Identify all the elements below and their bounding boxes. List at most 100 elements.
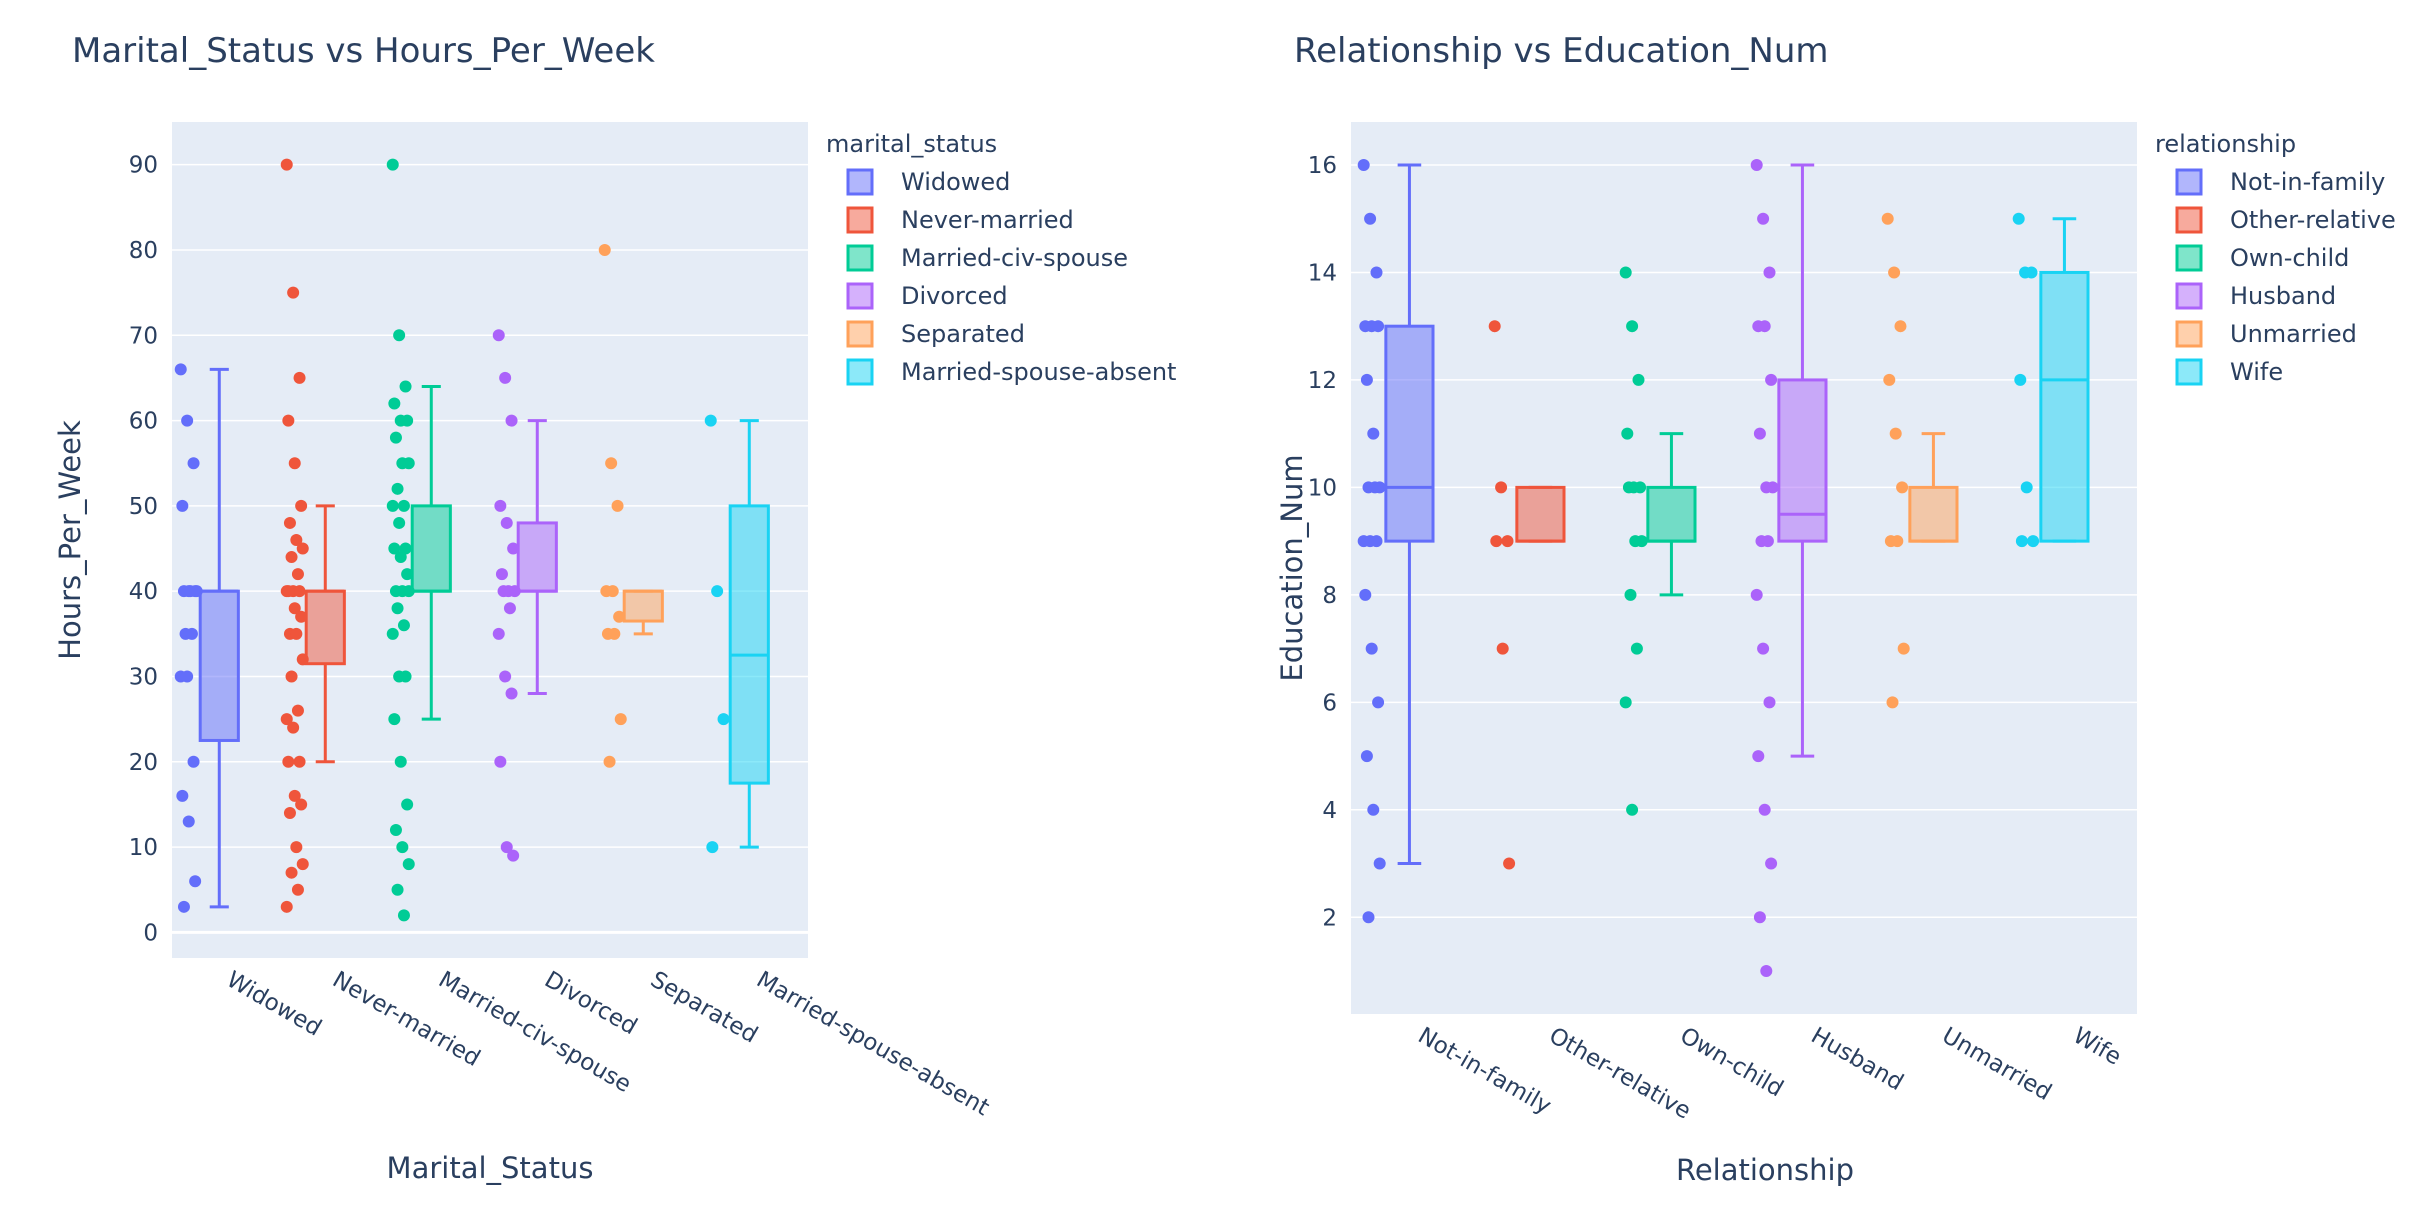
data-point xyxy=(182,815,195,828)
data-point xyxy=(494,499,507,512)
data-point xyxy=(399,380,412,393)
data-point xyxy=(499,371,512,384)
legend-item-label: Unmarried xyxy=(2230,320,2357,348)
box-series xyxy=(1357,158,1435,924)
data-point xyxy=(290,534,303,546)
chart-1: 0 10 20 30 40 50 60 70 80 90 Marital_Status vs Hou… xyxy=(53,31,1176,1185)
data-point xyxy=(393,516,406,529)
legend-item-label: Married-civ-spouse xyxy=(901,244,1128,272)
data-point xyxy=(391,602,404,615)
legend-swatch xyxy=(2175,206,2203,234)
data-point xyxy=(295,798,308,811)
x-axis-title: Relationship xyxy=(1676,1153,1854,1187)
box-series xyxy=(492,329,558,862)
data-point xyxy=(181,414,194,427)
chart-2: 2 4 6 8 10 12 14 16 Relationship vs Education_Nu… xyxy=(1275,31,2396,1187)
data-point xyxy=(287,286,300,299)
data-point xyxy=(1495,481,1508,494)
data-point xyxy=(388,542,401,555)
data-point xyxy=(495,568,508,581)
data-point xyxy=(389,824,402,837)
legend-swatch xyxy=(846,168,874,196)
box-iqr xyxy=(410,504,452,593)
data-point xyxy=(603,755,616,768)
data-point xyxy=(1622,481,1635,494)
data-point xyxy=(1894,320,1907,333)
data-point xyxy=(389,431,402,444)
legend: marital_status Widowed Never-married Marrie… xyxy=(826,130,1176,386)
legend-item-label: Not-in-family xyxy=(2230,168,2385,196)
data-point xyxy=(296,542,309,555)
legend-item-label: Wife xyxy=(2230,358,2283,386)
data-point xyxy=(1753,427,1766,440)
y-tick-label: 50 xyxy=(129,494,158,520)
data-point xyxy=(499,670,512,683)
data-point xyxy=(1626,320,1639,333)
data-point xyxy=(185,627,198,640)
data-point xyxy=(174,363,187,376)
data-point xyxy=(2020,481,2033,494)
x-tick-label: Own-child xyxy=(1676,1023,1788,1103)
legend-swatch xyxy=(2175,282,2203,310)
data-point xyxy=(717,713,730,726)
data-point xyxy=(1752,750,1765,763)
y-tick-label: 10 xyxy=(129,835,158,861)
data-point xyxy=(494,755,507,768)
plot-background xyxy=(172,122,808,958)
data-point xyxy=(1619,266,1632,279)
y-tick-label: 10 xyxy=(1308,475,1337,501)
data-point xyxy=(1496,642,1509,655)
data-point xyxy=(507,542,520,555)
data-point xyxy=(386,158,399,171)
data-point xyxy=(1888,266,1901,279)
data-point xyxy=(1364,212,1377,225)
y-tick-label: 80 xyxy=(129,238,158,264)
data-point xyxy=(1634,481,1647,494)
box-iqr xyxy=(728,504,770,785)
data-point xyxy=(1360,373,1373,386)
legend-swatch xyxy=(2175,320,2203,348)
data-point xyxy=(282,755,295,768)
data-point xyxy=(288,457,301,470)
data-point xyxy=(1758,320,1771,333)
legend-item-label: Separated xyxy=(901,320,1025,348)
data-point xyxy=(282,585,295,598)
box-series xyxy=(1881,212,1959,709)
legend-swatch xyxy=(2175,358,2203,386)
legend-item-label: Never-married xyxy=(901,206,1074,234)
box-iqr xyxy=(2039,270,2090,543)
y-tick-label: 12 xyxy=(1308,368,1337,394)
data-point xyxy=(287,721,300,734)
data-point xyxy=(1758,803,1771,816)
data-point xyxy=(396,841,409,854)
legend-swatch xyxy=(2175,168,2203,196)
data-point xyxy=(402,457,415,470)
data-point xyxy=(388,397,401,410)
data-point xyxy=(608,627,621,640)
data-point xyxy=(1373,857,1386,870)
box-iqr xyxy=(1384,324,1435,543)
legend-swatch xyxy=(846,244,874,272)
data-point xyxy=(285,866,298,879)
data-point xyxy=(288,602,301,615)
data-point xyxy=(2014,373,2027,386)
data-point xyxy=(1370,535,1383,548)
box-series xyxy=(280,158,346,913)
y-tick-label: 16 xyxy=(1308,153,1337,179)
data-point xyxy=(508,585,521,598)
data-point xyxy=(295,610,308,623)
legend-item-label: Divorced xyxy=(901,282,1008,310)
data-point xyxy=(280,900,293,913)
y-axis-title: Hours_Per_Week xyxy=(53,420,87,660)
data-point xyxy=(1889,427,1902,440)
data-point xyxy=(1619,696,1632,709)
data-point xyxy=(1367,427,1380,440)
data-point xyxy=(290,841,303,854)
box-series xyxy=(1750,158,1828,978)
data-point xyxy=(393,329,406,342)
data-point xyxy=(1372,696,1385,709)
data-point xyxy=(1359,588,1372,601)
data-point xyxy=(1896,481,1909,494)
box-iqr xyxy=(516,521,558,593)
